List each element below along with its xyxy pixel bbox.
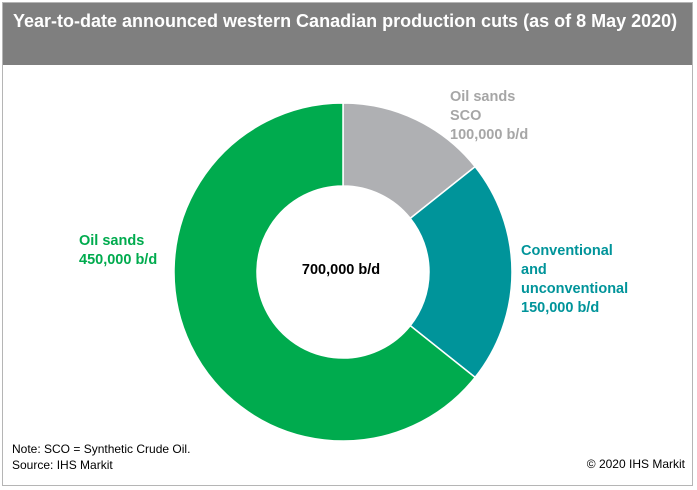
donut-slice-oil-sands-sco [342, 102, 477, 220]
slice-value: 150,000 b/d [521, 300, 600, 316]
slice-value: 100,000 b/d [450, 127, 529, 143]
copyright-text: © 2020 IHS Markit [586, 457, 685, 471]
chart-title: Year-to-date announced western Canadian … [13, 11, 678, 31]
slice-name-line: Conventional [521, 243, 613, 259]
slice-name-line: Oil sands [79, 233, 145, 249]
note-text: Note: SCO = Synthetic Crude Oil. [12, 442, 191, 456]
donut-slice-conventional-and-unconventional [409, 165, 513, 379]
title-bar: Year-to-date announced western Canadian … [3, 3, 692, 65]
slice-name-line: and [521, 262, 547, 278]
slice-label-conventional: Conventional and unconventional 150,000 … [521, 242, 681, 318]
slice-label-oil-sands-sco: Oil sands SCO 100,000 b/d [450, 88, 570, 145]
donut-slice-oil-sands [173, 102, 477, 442]
slice-label-oil-sands: Oil sands 450,000 b/d [79, 232, 209, 270]
donut-center-total: 700,000 b/d [301, 262, 381, 278]
slice-name-line: SCO [450, 108, 482, 124]
slice-name-line: unconventional [521, 281, 629, 297]
chart-footnote: Note: SCO = Synthetic Crude Oil. Source:… [12, 441, 190, 473]
slice-name-line: Oil sands [450, 89, 516, 105]
source-text: Source: IHS Markit [12, 458, 113, 472]
slice-value: 450,000 b/d [79, 252, 158, 268]
